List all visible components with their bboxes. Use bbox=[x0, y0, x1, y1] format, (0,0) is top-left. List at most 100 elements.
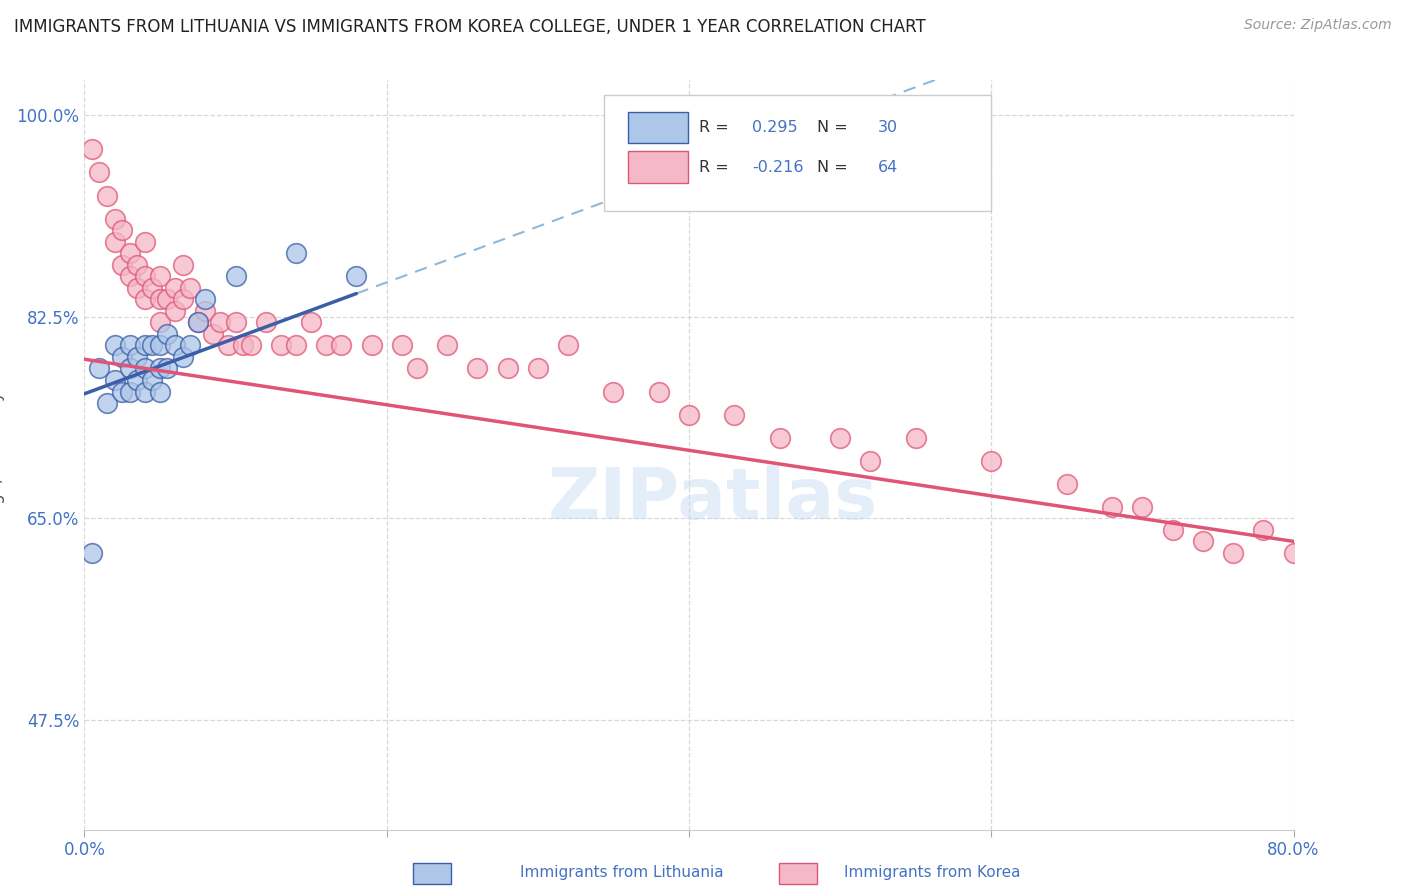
Point bbox=[557, 338, 579, 352]
Point bbox=[104, 235, 127, 249]
Point bbox=[127, 373, 149, 387]
Point bbox=[165, 338, 187, 352]
Point bbox=[134, 384, 156, 399]
Point bbox=[149, 293, 172, 307]
Text: -0.216: -0.216 bbox=[752, 161, 803, 176]
Point bbox=[602, 384, 624, 399]
Point bbox=[1101, 500, 1123, 514]
Point bbox=[118, 269, 141, 284]
Point bbox=[149, 338, 172, 352]
Point bbox=[141, 281, 163, 295]
Point bbox=[1313, 546, 1336, 560]
Point bbox=[859, 453, 882, 467]
Text: IMMIGRANTS FROM LITHUANIA VS IMMIGRANTS FROM KOREA COLLEGE, UNDER 1 YEAR CORRELA: IMMIGRANTS FROM LITHUANIA VS IMMIGRANTS … bbox=[14, 18, 925, 36]
Point bbox=[165, 281, 187, 295]
Point bbox=[118, 338, 141, 352]
Point bbox=[134, 293, 156, 307]
Point bbox=[172, 258, 194, 272]
Point bbox=[648, 384, 671, 399]
Point bbox=[187, 315, 209, 329]
FancyBboxPatch shape bbox=[628, 152, 688, 183]
Point bbox=[315, 338, 337, 352]
Point bbox=[172, 293, 194, 307]
Point bbox=[1056, 476, 1078, 491]
Point bbox=[134, 269, 156, 284]
Text: 0.295: 0.295 bbox=[752, 120, 797, 135]
Point bbox=[118, 384, 141, 399]
Point bbox=[330, 338, 353, 352]
Point bbox=[678, 408, 700, 422]
Point bbox=[1222, 546, 1244, 560]
Point bbox=[111, 384, 134, 399]
Text: R =: R = bbox=[699, 120, 734, 135]
Point bbox=[285, 246, 308, 260]
Point bbox=[904, 431, 927, 445]
Point bbox=[201, 326, 224, 341]
Text: 64: 64 bbox=[877, 161, 898, 176]
Text: N =: N = bbox=[817, 120, 853, 135]
Point bbox=[156, 361, 179, 376]
Point bbox=[104, 211, 127, 226]
Point bbox=[127, 281, 149, 295]
Text: R =: R = bbox=[699, 161, 734, 176]
Point bbox=[156, 293, 179, 307]
Text: Source: ZipAtlas.com: Source: ZipAtlas.com bbox=[1244, 18, 1392, 32]
Point bbox=[89, 165, 111, 179]
Point bbox=[239, 338, 262, 352]
Point bbox=[980, 453, 1002, 467]
Point bbox=[179, 281, 201, 295]
Point bbox=[141, 338, 163, 352]
Point bbox=[149, 269, 172, 284]
Point bbox=[149, 384, 172, 399]
Text: N =: N = bbox=[817, 161, 853, 176]
Point bbox=[165, 303, 187, 318]
Point bbox=[172, 350, 194, 364]
Point bbox=[134, 338, 156, 352]
Point bbox=[527, 361, 550, 376]
Point bbox=[134, 235, 156, 249]
Point bbox=[96, 396, 118, 410]
Point bbox=[187, 315, 209, 329]
Point bbox=[111, 223, 134, 237]
Point bbox=[104, 373, 127, 387]
Text: ZIPatlas: ZIPatlas bbox=[548, 466, 879, 534]
Point bbox=[830, 431, 852, 445]
Point bbox=[149, 361, 172, 376]
Point bbox=[225, 315, 247, 329]
Point bbox=[391, 338, 413, 352]
Point bbox=[179, 338, 201, 352]
Point bbox=[436, 338, 458, 352]
Point bbox=[1192, 534, 1215, 549]
Point bbox=[496, 361, 519, 376]
Point bbox=[1161, 523, 1184, 537]
Point bbox=[254, 315, 277, 329]
Point bbox=[360, 338, 382, 352]
Point bbox=[1130, 500, 1153, 514]
Point bbox=[156, 326, 179, 341]
Point bbox=[467, 361, 489, 376]
Point bbox=[104, 338, 127, 352]
Point bbox=[111, 350, 134, 364]
Point bbox=[225, 269, 247, 284]
Text: Immigrants from Korea: Immigrants from Korea bbox=[844, 865, 1021, 880]
Point bbox=[1282, 546, 1305, 560]
Point bbox=[217, 338, 239, 352]
Text: Immigrants from Lithuania: Immigrants from Lithuania bbox=[520, 865, 724, 880]
Point bbox=[96, 188, 118, 202]
Point bbox=[1253, 523, 1275, 537]
Point bbox=[285, 338, 308, 352]
Y-axis label: College, Under 1 year: College, Under 1 year bbox=[0, 364, 6, 546]
Point bbox=[80, 143, 103, 157]
FancyBboxPatch shape bbox=[605, 95, 991, 211]
Point bbox=[723, 408, 745, 422]
Point bbox=[232, 338, 254, 352]
Point bbox=[270, 338, 292, 352]
Point bbox=[127, 258, 149, 272]
Point bbox=[194, 293, 217, 307]
Point bbox=[406, 361, 429, 376]
Point bbox=[346, 269, 368, 284]
Point bbox=[209, 315, 232, 329]
Point bbox=[127, 350, 149, 364]
Point bbox=[194, 303, 217, 318]
Point bbox=[89, 361, 111, 376]
